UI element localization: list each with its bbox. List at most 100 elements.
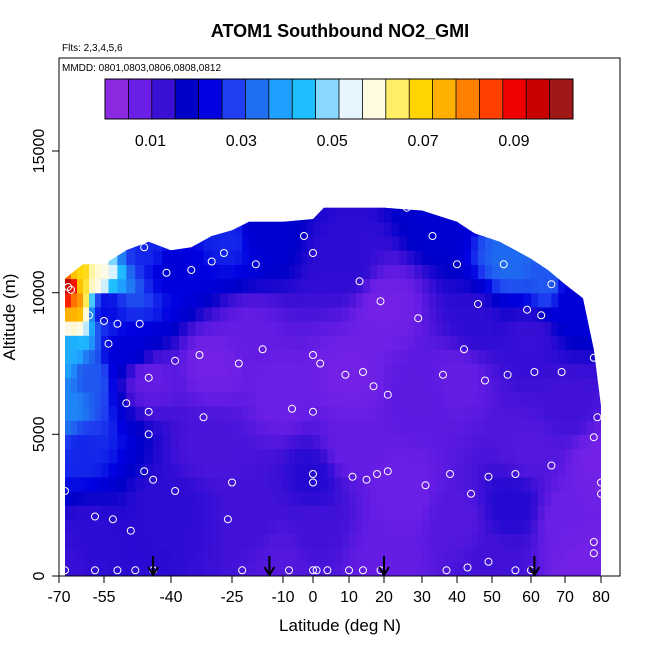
heatmap-cell — [450, 519, 458, 535]
heatmap-cell — [492, 476, 501, 492]
heatmap-cell — [77, 561, 84, 576]
heatmap-cell — [95, 349, 102, 365]
heatmap-cell — [77, 306, 84, 322]
heatmap-cell — [478, 250, 486, 265]
heatmap-cell — [406, 221, 415, 237]
heatmap-cell — [126, 448, 136, 464]
heatmap-cell — [269, 420, 277, 435]
heatmap-cell — [89, 448, 96, 464]
heatmap-cell — [235, 321, 243, 336]
heatmap-cell — [89, 221, 96, 237]
heatmap-cell — [153, 505, 163, 520]
colorbar-frame — [104, 78, 574, 120]
heatmap-cell — [436, 491, 444, 506]
heatmap-cell — [135, 420, 145, 435]
heatmap-cell — [235, 207, 243, 223]
heatmap-cell — [377, 505, 385, 520]
heatmap-cell — [492, 207, 501, 209]
x-tick-label: -70 — [47, 589, 70, 606]
heatmap-cell — [219, 391, 229, 407]
observation-point — [309, 478, 317, 487]
heatmap-cell — [153, 420, 163, 435]
heatmap-cell — [242, 391, 250, 407]
heatmap-cell — [399, 236, 408, 251]
heatmap-cell — [262, 462, 270, 478]
heatmap-cell — [327, 462, 336, 478]
heatmap-cell — [422, 377, 430, 393]
heatmap-cell — [544, 547, 552, 563]
heatmap-cell — [478, 448, 486, 464]
heatmap-cell — [414, 462, 423, 478]
flights-note: Flts: 2,3,4,5,6 — [62, 43, 123, 54]
heatmap-cell — [71, 306, 78, 322]
heatmap-cell — [135, 321, 145, 336]
heatmap-cell — [242, 533, 250, 549]
colorbar-tick-label: 0.05 — [317, 133, 348, 150]
heatmap-cell — [492, 363, 501, 379]
heatmap-cell — [579, 207, 588, 209]
heatmap-cell — [601, 449, 609, 464]
heatmap-cell — [593, 391, 601, 407]
heatmap-cell — [95, 476, 102, 492]
heatmap-cell — [211, 406, 221, 421]
heatmap-cell — [187, 406, 196, 421]
heatmap-cell — [349, 420, 357, 435]
heatmap-cell — [71, 406, 78, 421]
heatmap-cell — [126, 406, 136, 421]
colorbar-swatch — [128, 79, 153, 119]
heatmap-cell — [283, 264, 290, 280]
heatmap-cell — [162, 278, 172, 294]
heatmap-cell — [601, 434, 609, 449]
heatmap-cell — [77, 391, 84, 407]
heatmap-cell — [370, 377, 378, 393]
heatmap-cell — [485, 221, 493, 237]
heatmap-cell — [269, 377, 277, 393]
heatmap-cell — [262, 519, 270, 535]
heatmap-cell — [523, 406, 532, 421]
heatmap-cell — [537, 221, 546, 237]
heatmap-cell — [492, 505, 501, 520]
heatmap-cell — [471, 406, 479, 421]
heatmap-cell — [544, 207, 552, 223]
heatmap-cell — [341, 306, 350, 322]
heatmap-cell — [334, 406, 343, 421]
heatmap-cell — [478, 462, 486, 478]
heatmap-cell — [327, 476, 336, 492]
heatmap-cell — [276, 533, 284, 549]
heatmap-cell — [551, 363, 559, 379]
heatmap-cell — [179, 448, 188, 464]
heatmap-cell — [95, 292, 102, 308]
heatmap-cell — [211, 434, 221, 450]
heatmap-cell — [515, 561, 524, 576]
heatmap-cell — [108, 434, 118, 450]
heatmap-cell — [313, 377, 321, 393]
heatmap-cell — [255, 391, 264, 407]
heatmap-cell — [334, 207, 343, 223]
heatmap-cell — [283, 391, 290, 407]
heatmap-cell — [586, 377, 595, 393]
heatmap-cell — [219, 519, 229, 535]
heatmap-cell — [295, 561, 302, 576]
observation-point — [499, 260, 508, 269]
heatmap-cell — [377, 462, 385, 478]
heatmap-cell — [537, 264, 546, 280]
heatmap-cell — [384, 278, 393, 294]
heatmap-cell — [464, 547, 472, 563]
heatmap-cell — [313, 278, 321, 294]
heatmap-cell — [211, 391, 221, 407]
heatmap-cell — [276, 505, 284, 520]
colorbar-swatch — [292, 79, 316, 119]
heatmap-cell — [406, 363, 415, 379]
heatmap-cell — [579, 321, 588, 336]
colorbar-swatch — [479, 79, 504, 119]
heatmap-cell — [171, 306, 180, 322]
heatmap-cell — [499, 221, 509, 237]
heatmap-cell — [211, 533, 221, 549]
heatmap-cell — [135, 306, 145, 322]
heatmap-cell — [101, 250, 110, 265]
heatmap-cell — [384, 448, 393, 464]
heatmap-cell — [399, 491, 408, 506]
heatmap-cell — [227, 406, 236, 421]
heatmap-cell — [313, 462, 321, 478]
heatmap-cell — [327, 221, 336, 237]
